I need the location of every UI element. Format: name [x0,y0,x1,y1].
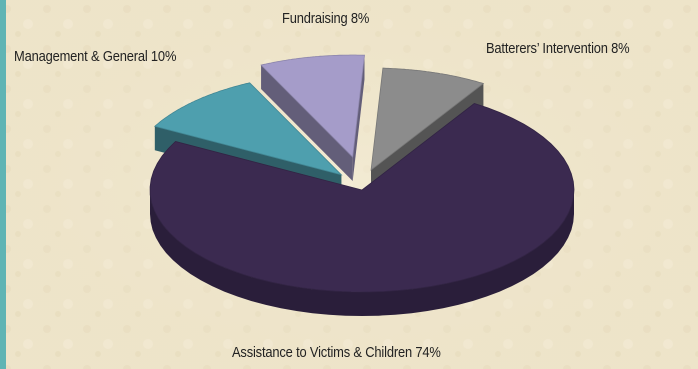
slice-label-assistance-victims-children: Assistance to Victims & Children 74% [232,344,441,361]
pie-slice-cut-face [352,55,365,182]
pie-slice-top [370,67,485,171]
slice-label-batterers-intervention: Batterers’ Intervention 8% [486,40,630,57]
pie-slice-0 [149,103,575,316]
pie-slice-2 [260,54,365,182]
slice-label-management-general: Management & General 10% [14,48,177,65]
pie-slice-side [150,190,574,316]
pie-slice-top [149,103,575,293]
slice-label-fundraising: Fundraising 8% [282,10,370,27]
teal-side-border [0,0,6,369]
pie-slice-top [260,54,365,158]
pie-slice-cut-face [261,65,353,182]
pie-slice-top [153,82,343,176]
pie-slices [149,54,575,316]
